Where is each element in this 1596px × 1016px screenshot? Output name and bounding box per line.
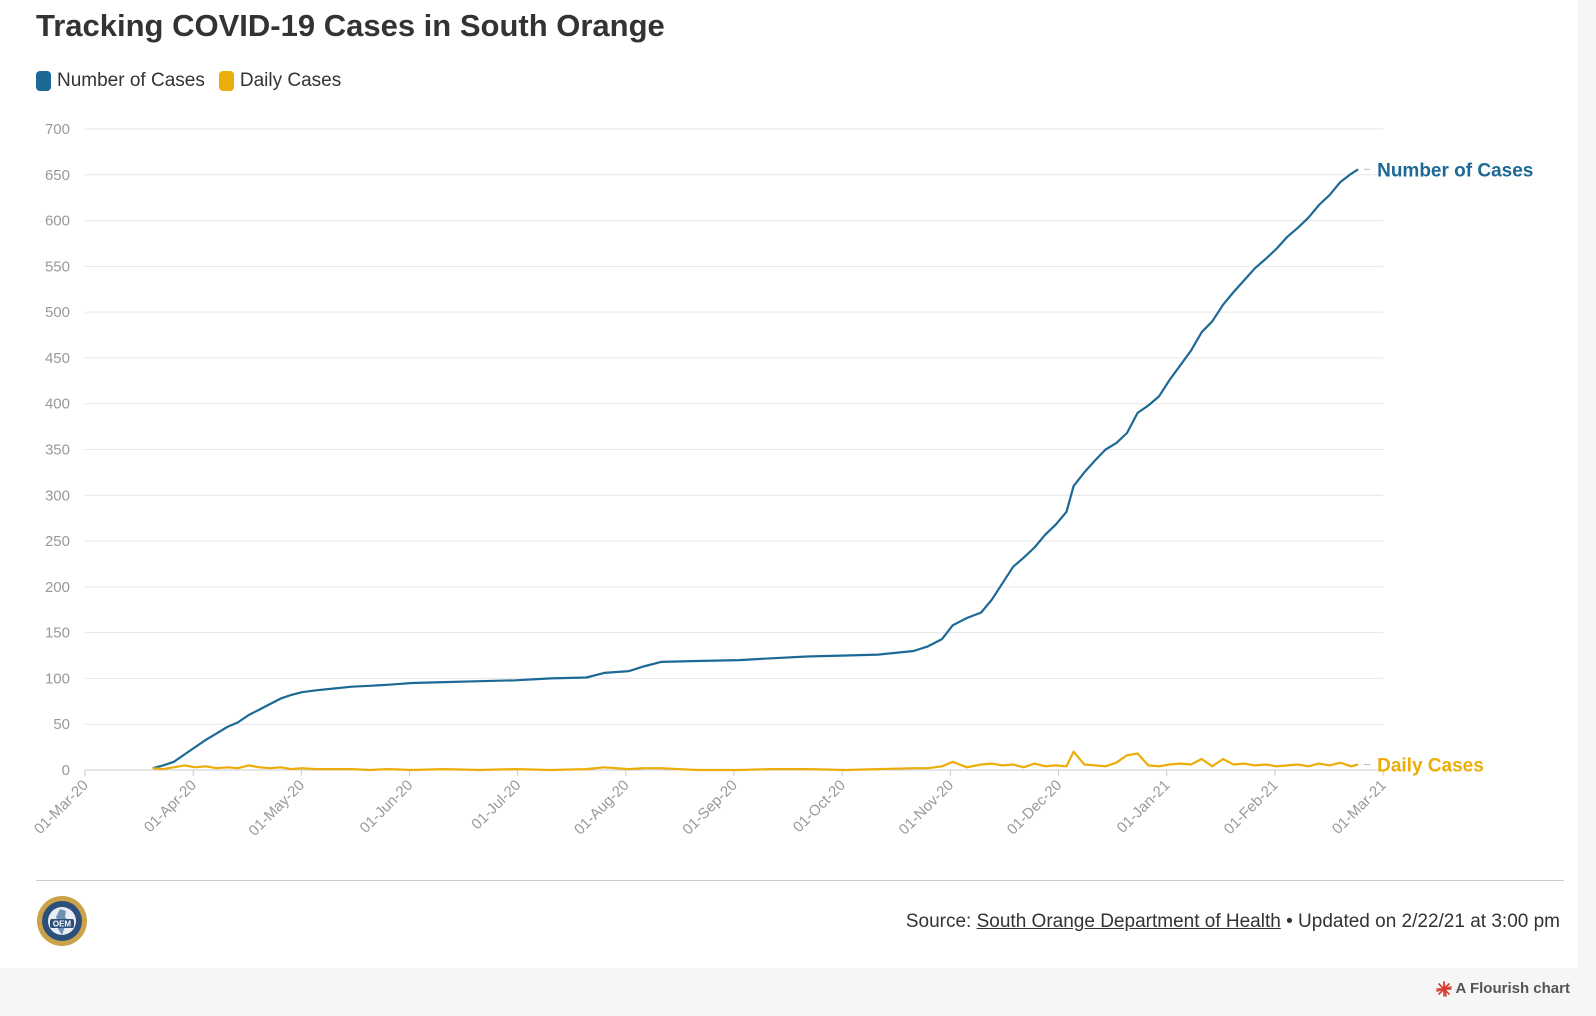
x-tick-label: 01-Nov-20 bbox=[896, 777, 958, 839]
x-tick-label: 01-Jan-21 bbox=[1114, 777, 1174, 837]
flourish-credit-label: A Flourish chart bbox=[1455, 980, 1570, 997]
updated-text: • Updated on 2/22/21 at 3:00 pm bbox=[1286, 911, 1560, 932]
y-axis-tick-labels: 0 50 100 150 200 250 300 350 400 450 500 550 600 650 7… bbox=[45, 121, 70, 779]
flourish-logo-icon bbox=[1435, 980, 1452, 997]
legend-swatch-daily-cases bbox=[218, 71, 234, 91]
series-end-labels: Number of Cases Daily Cases bbox=[1364, 160, 1533, 777]
y-tick-label: 250 bbox=[45, 533, 70, 550]
flourish-credit[interactable]: A Flourish chart bbox=[1435, 980, 1570, 997]
y-tick-label: 50 bbox=[53, 716, 70, 733]
series-line-number-of-cases[interactable] bbox=[152, 168, 1359, 770]
x-tick-label: 01-Dec-20 bbox=[1004, 777, 1066, 839]
x-tick-label: 01-May-20 bbox=[245, 777, 308, 840]
legend-label-daily-cases: Daily Cases bbox=[239, 70, 342, 91]
x-tick-label: 01-Sep-20 bbox=[679, 777, 741, 839]
source-line: Source: South Orange Department of Healt… bbox=[906, 911, 1560, 933]
chart-card bbox=[0, 0, 1578, 968]
series-end-label-daily-cases: Daily Cases bbox=[1377, 756, 1484, 777]
y-tick-label: 200 bbox=[45, 579, 70, 596]
y-tick-label: 650 bbox=[45, 167, 70, 184]
series-line-daily-cases[interactable] bbox=[152, 750, 1359, 772]
legend-swatch-number-of-cases bbox=[36, 71, 51, 91]
y-tick-label: 550 bbox=[45, 258, 70, 275]
series-end-label-number-of-cases: Number of Cases bbox=[1377, 160, 1533, 181]
x-tick-label: 01-Aug-20 bbox=[571, 777, 633, 839]
y-tick-label: 150 bbox=[45, 625, 70, 642]
line-chart: 0 50 100 150 200 250 300 350 400 450 500 550 600 650 7… bbox=[31, 121, 1534, 840]
y-tick-label: 300 bbox=[45, 487, 70, 504]
source-link[interactable]: South Orange Department of Health bbox=[976, 911, 1281, 932]
chart-title: Tracking COVID-19 Cases in South Orange bbox=[36, 8, 665, 43]
x-tick-label: 01-Jul-20 bbox=[468, 777, 524, 833]
x-tick-label: 01-Mar-20 bbox=[31, 777, 92, 838]
legend-item-daily-cases[interactable]: Daily Cases bbox=[218, 70, 342, 92]
y-tick-label: 100 bbox=[45, 670, 70, 687]
x-tick-label: 01-Apr-20 bbox=[141, 777, 200, 836]
grid-lines bbox=[85, 128, 1383, 771]
y-tick-label: 450 bbox=[45, 350, 70, 367]
legend: Number of Cases Daily Cases bbox=[36, 70, 341, 92]
legend-item-number-of-cases[interactable]: Number of Cases bbox=[36, 70, 205, 92]
y-tick-label: 350 bbox=[45, 442, 70, 459]
x-tick-label: 01-Oct-20 bbox=[790, 777, 849, 836]
source-prefix: Source: bbox=[905, 911, 972, 932]
y-tick-label: 500 bbox=[45, 304, 70, 321]
footer-divider bbox=[36, 880, 1564, 881]
series-lines bbox=[152, 168, 1359, 772]
y-tick-label: 700 bbox=[45, 121, 70, 138]
y-tick-label: 400 bbox=[45, 396, 70, 413]
x-tick-label: 01-Jun-20 bbox=[357, 777, 417, 837]
x-tick-label: 01-Mar-21 bbox=[1329, 777, 1390, 838]
y-tick-label: 0 bbox=[62, 762, 70, 779]
x-axis-tick-labels: 01-Mar-20 01-Apr-20 01-May-20 01-Jun-20 01-J… bbox=[31, 770, 1390, 840]
y-tick-label: 600 bbox=[45, 213, 70, 230]
legend-label-number-of-cases: Number of Cases bbox=[57, 70, 205, 91]
x-tick-label: 01-Feb-21 bbox=[1221, 777, 1282, 838]
logo-text: OEM bbox=[53, 920, 72, 929]
oem-logo: OEM bbox=[37, 896, 87, 946]
